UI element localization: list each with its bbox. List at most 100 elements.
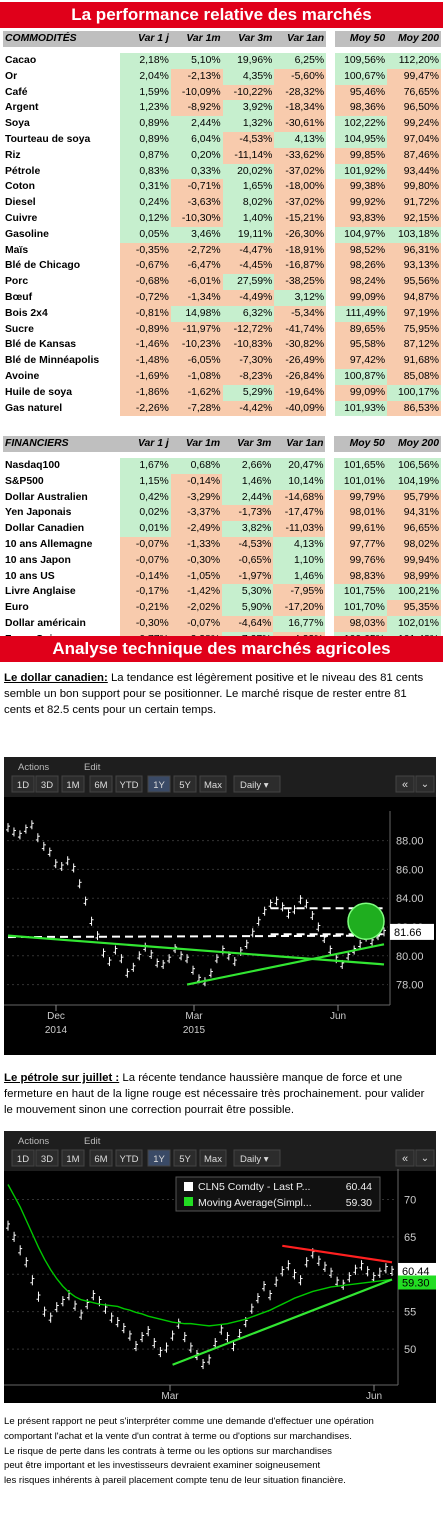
edit-menu[interactable]: Edit (84, 1136, 101, 1147)
x-tick-label: Dec (47, 1011, 65, 1022)
table-row: Soya 0,89% 2,44% 1,32% -30,61% 102,22% 99,24% (3, 116, 441, 132)
value-cell: -0,21% (119, 600, 171, 616)
value-cell: 101,75% (334, 584, 387, 601)
range-button-YTD[interactable] (115, 1149, 143, 1167)
range-label-5Y[interactable]: 5Y (179, 1154, 191, 1165)
range-label-YTD[interactable]: YTD (120, 1154, 139, 1165)
range-label-1D[interactable]: 1D (17, 1154, 29, 1165)
value-cell: 2,44% (170, 116, 223, 132)
table-row: Yen Japonais 0,02% -3,37% -1,73% -17,47% 98,0… (3, 505, 441, 522)
period-dropdown[interactable] (233, 775, 281, 793)
value-cell: -30,61% (274, 116, 327, 132)
range-button-1Y[interactable] (147, 775, 171, 793)
range-label-YTD[interactable]: YTD (120, 780, 139, 791)
gap-cell (325, 490, 334, 506)
value-cell: 99,94% (386, 552, 441, 569)
value-cell: -2,13% (170, 68, 223, 85)
menu-button[interactable] (415, 775, 435, 793)
range-label-3D[interactable]: 3D (41, 1154, 53, 1165)
cad-title: Le dollar canadien: (4, 672, 108, 684)
period-label[interactable]: Daily ▾ (240, 780, 269, 791)
range-label-Max[interactable]: Max (204, 780, 222, 791)
value-cell: 95,46% (334, 84, 388, 101)
oil-chart[interactable]: Actions Edit 1D 3D 1M 6M YTD 1Y 5Y Max Daily ▾ « ⌄ 70… (4, 1131, 436, 1403)
cad-chart[interactable]: Actions Edit 1D 3D 1M 6M YTD 1Y 5Y Max Daily ▾ « ⌄ 88… (4, 757, 436, 1055)
disclaimer-line: Le risque de perte dans les contrats à t… (4, 1445, 332, 1457)
row-label: Huile de soya (5, 386, 72, 398)
value-cell: 86,53% (387, 400, 441, 417)
disclaimer-line: les risques inhérents à pareil placement… (4, 1475, 346, 1487)
value-cell: 97,77% (334, 536, 387, 553)
value-cell: -0,07% (119, 536, 171, 553)
row-label: 10 ans US (5, 570, 55, 582)
gap-cell (326, 290, 335, 306)
range-button-1D[interactable] (11, 1149, 35, 1167)
back-button[interactable] (395, 1149, 415, 1167)
oil-text: La récente tendance haussière manque de … (4, 1072, 425, 1116)
period-dropdown[interactable] (233, 1149, 281, 1167)
value-cell: -1,97% (222, 568, 274, 585)
range-label-1M[interactable]: 1M (66, 780, 79, 791)
value-cell: 99,47% (387, 68, 441, 85)
value-cell: -1,42% (170, 584, 223, 601)
x-year-label: 2014 (45, 1025, 68, 1036)
table-row: Dollar Australien 0,42% -3,29% 2,44% -14,68%… (3, 489, 441, 506)
value-cell: 97,04% (387, 131, 441, 148)
range-button-1D[interactable] (11, 775, 35, 793)
range-button-1M[interactable] (61, 1149, 85, 1167)
value-cell: 2,04% (120, 68, 171, 85)
value-cell: -8,92% (170, 100, 223, 117)
period-label[interactable]: Daily ▾ (240, 1154, 269, 1165)
range-label-3D[interactable]: 3D (41, 780, 53, 791)
actions-menu[interactable]: Actions (18, 1136, 49, 1147)
range-label-6M[interactable]: 6M (94, 1154, 107, 1165)
range-button-3D[interactable] (35, 775, 59, 793)
range-button-1M[interactable] (61, 775, 85, 793)
range-button-5Y[interactable] (173, 775, 197, 793)
range-button-Max[interactable] (199, 1149, 227, 1167)
range-label-6M[interactable]: 6M (94, 780, 107, 791)
range-button-Max[interactable] (199, 775, 227, 793)
value-cell: 93,13% (387, 258, 441, 275)
range-label-5Y[interactable]: 5Y (179, 780, 191, 791)
range-label-1D[interactable]: 1D (17, 780, 29, 791)
range-button-6M[interactable] (89, 1149, 113, 1167)
header-cell: Var 1m (170, 436, 223, 452)
back-button[interactable] (395, 775, 415, 793)
value-cell: 91,68% (387, 353, 441, 369)
actions-menu[interactable]: Actions (18, 762, 49, 773)
gap-cell (326, 353, 335, 369)
value-cell: 101,92% (334, 163, 388, 180)
value-cell: -8,23% (222, 368, 275, 385)
value-cell: -18,00% (274, 179, 327, 196)
range-button-6M[interactable] (89, 775, 113, 793)
moving-average-line (7, 1184, 393, 1327)
range-button-3D[interactable] (35, 1149, 59, 1167)
range-button-1Y[interactable] (147, 1149, 171, 1167)
value-cell: 100,87% (334, 368, 388, 385)
range-button-YTD[interactable] (115, 775, 143, 793)
x-tick-label: Mar (185, 1011, 203, 1022)
range-label-Max[interactable]: Max (204, 1154, 222, 1165)
value-cell: 104,95% (334, 131, 388, 148)
value-cell: 109,56% (334, 53, 388, 69)
value-cell: 99,92% (334, 195, 388, 211)
table-row: Blé de Chicago -0,67% -6,47% -4,45% -16,87% 9… (3, 258, 441, 275)
menu-button[interactable] (415, 1149, 435, 1167)
range-label-1Y[interactable]: 1Y (153, 1154, 165, 1165)
value-cell: 0,68% (170, 458, 223, 474)
table-row: Or 2,04% -2,13% 4,35% -5,60% 100,67% 99,47% (3, 68, 441, 85)
table-row: Bœuf -0,72% -1,34% -4,49% 3,12% 99,09% 94,87% (3, 289, 441, 306)
edit-menu[interactable]: Edit (84, 762, 101, 773)
range-label-1Y[interactable]: 1Y (153, 780, 165, 791)
table-row: Argent 1,23% -8,92% 3,92% -18,34% 98,36% 96,50… (3, 100, 441, 117)
disclaimer-line: Le présent rapport ne peut s'interpréter… (4, 1416, 374, 1427)
value-cell: 96,50% (387, 100, 441, 117)
range-label-1M[interactable]: 1M (66, 1154, 79, 1165)
value-cell: 5,90% (222, 600, 274, 616)
value-cell: -3,37% (170, 505, 223, 522)
legend-label: Moving Average(Simpl... (198, 1197, 312, 1209)
gap-cell (325, 569, 334, 585)
range-button-5Y[interactable] (173, 1149, 197, 1167)
row-label: Porc (5, 276, 29, 288)
